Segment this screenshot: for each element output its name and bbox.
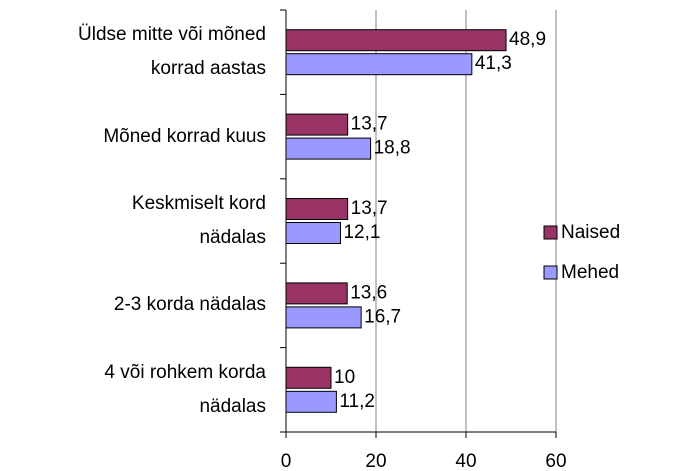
data-label: 13,7 [351, 114, 388, 135]
data-label: 48,9 [509, 29, 546, 50]
legend-swatch [543, 265, 558, 280]
y-tick-label: 4 või rohkem korda nädalas [104, 361, 266, 417]
data-label: 12,1 [343, 222, 380, 243]
data-label: 41,3 [475, 53, 512, 74]
y-tick-label: Üldse mitte või mõned korrad aastas [78, 24, 266, 80]
legend-label: Naised [561, 222, 620, 243]
bar [285, 390, 337, 413]
bar [285, 29, 507, 52]
legend-label: Mehed [561, 262, 619, 283]
bar [285, 222, 341, 244]
bar [285, 198, 349, 220]
y-tick-label: Keskmiselt kord nädalas [131, 193, 266, 248]
bar [285, 282, 348, 305]
bar [285, 366, 332, 389]
x-tick-label: 60 [545, 451, 566, 471]
y-tick-label: Mõned korrad kuus [103, 125, 266, 147]
legend-swatch [543, 225, 558, 240]
x-tick-label: 40 [455, 451, 476, 471]
y-tick-label: 2-3 korda nädalas [113, 294, 266, 316]
data-label: 13,7 [351, 198, 388, 219]
x-tick-label: 0 [281, 451, 292, 471]
bar [285, 53, 473, 76]
data-label: 18,8 [374, 138, 411, 159]
bar [285, 306, 362, 329]
data-label: 16,7 [364, 306, 401, 327]
data-label: 11,2 [339, 391, 375, 412]
bar [285, 113, 349, 136]
data-label: 13,6 [350, 282, 387, 303]
bar [285, 137, 372, 160]
x-tick-label: 20 [365, 451, 386, 471]
data-label: 10 [334, 367, 355, 388]
